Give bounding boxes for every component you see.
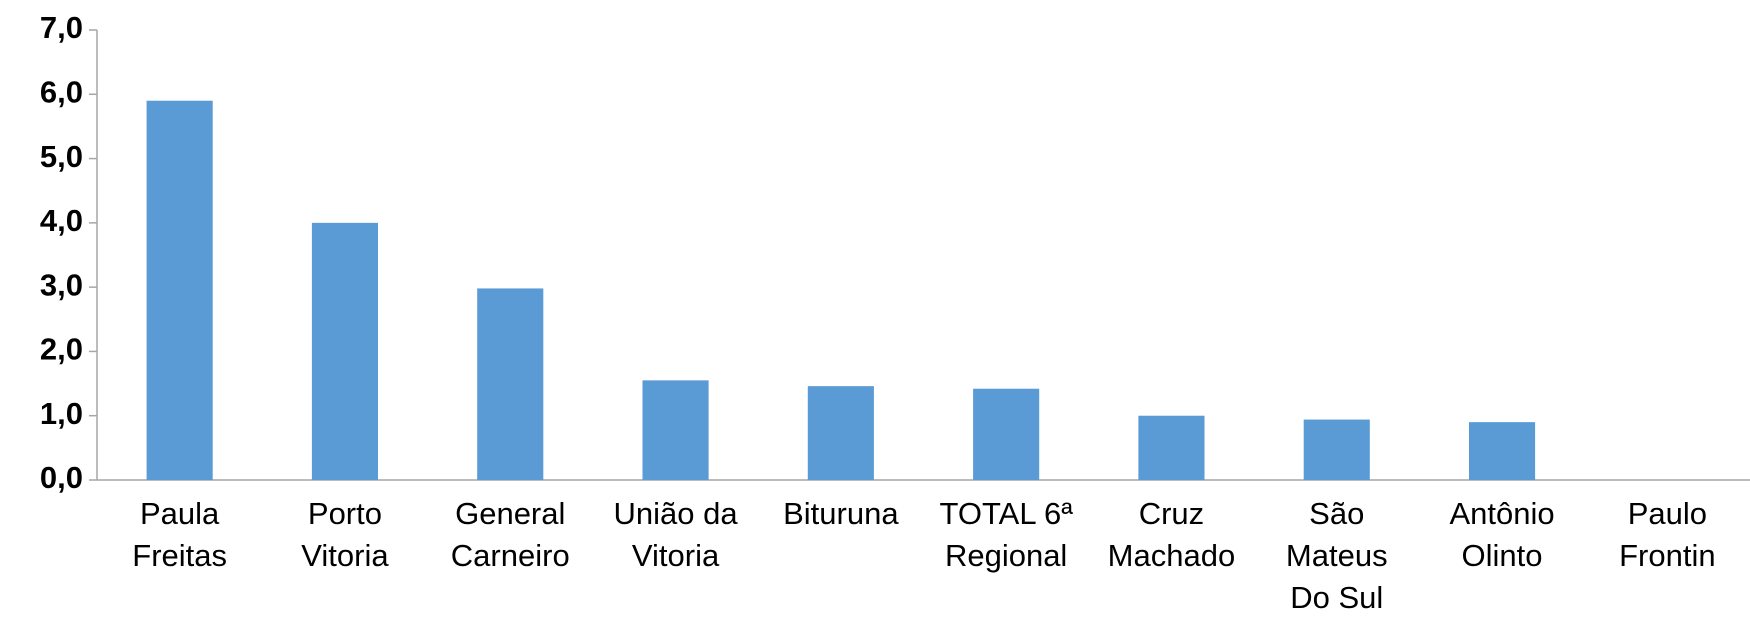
y-tick-label: 0,0	[40, 460, 83, 495]
bar	[1138, 415, 1205, 480]
x-tick-label: Paula Freitas	[132, 496, 227, 573]
bar	[973, 388, 1040, 480]
y-tick-label: 2,0	[40, 332, 83, 367]
bar	[311, 222, 379, 480]
y-tick-label: 3,0	[40, 267, 83, 302]
x-tick-label: TOTAL 6ª Regional	[940, 496, 1074, 573]
x-tick-label: Paulo Frontin	[1619, 496, 1715, 573]
x-tick-label: General Carneiro	[451, 496, 570, 573]
y-tick-label: 7,0	[40, 10, 83, 45]
x-tick-label: União da Vitoria	[614, 496, 739, 573]
y-tick-label: 6,0	[40, 74, 83, 109]
y-tick-label: 1,0	[40, 396, 83, 431]
x-tick-label: Cruz Machado	[1108, 496, 1236, 573]
x-tick-label: Bituruna	[783, 496, 899, 531]
x-tick-label: Antônio Olinto	[1449, 496, 1554, 573]
bar	[477, 288, 544, 480]
bar	[1303, 419, 1370, 480]
bar	[642, 380, 709, 480]
x-tick-label: Porto Vitoria	[301, 496, 389, 573]
bar	[146, 100, 213, 480]
y-tick-label: 5,0	[40, 139, 83, 174]
bar	[807, 386, 874, 480]
bar	[1468, 422, 1536, 480]
y-tick-label: 4,0	[40, 203, 83, 238]
x-tick-label: São Mateus Do Sul	[1286, 496, 1388, 615]
